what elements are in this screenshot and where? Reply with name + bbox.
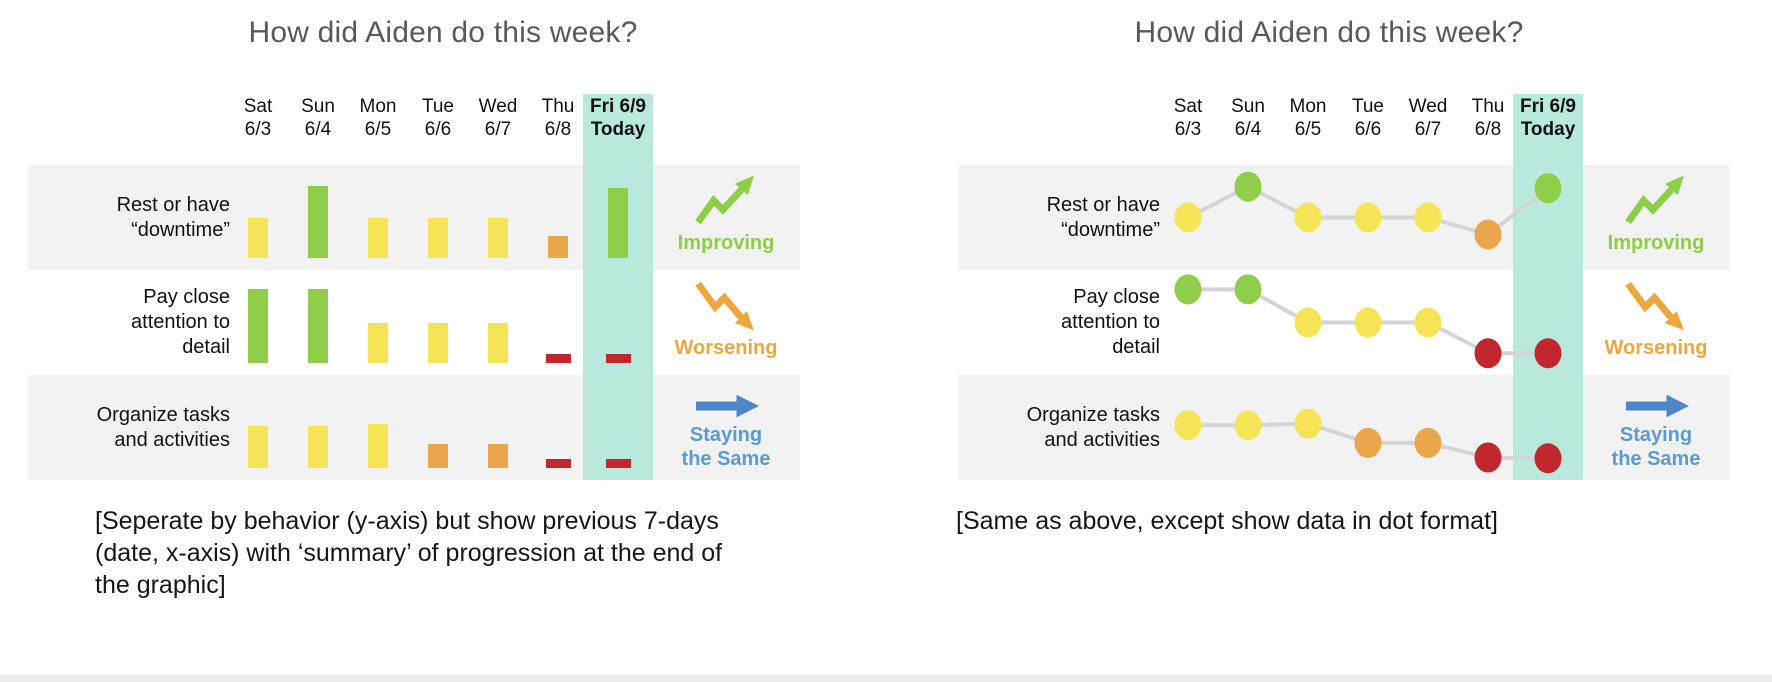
value-bar [428,218,448,258]
chart-caption: [Seperate by behavior (y-axis) but show … [95,507,723,599]
behavior-row-label: Organize tasks and activities [1026,404,1160,451]
value-bar [308,186,328,258]
day-date-label: 6/3 [1174,119,1202,140]
staying-the-same-trend-icon [1623,393,1689,424]
trend-label: Improving [677,232,775,254]
zigzag-down-arrow-icon [1625,281,1684,331]
day-date-label: 6/7 [484,119,512,140]
today-highlight-band [1513,94,1583,480]
day-column-label: Thu 6/8 [524,95,592,141]
value-bar [545,459,571,468]
value-bar [308,289,328,363]
day-column-label: Sun 6/4 [1214,95,1282,141]
value-bar [248,426,268,468]
day-date-label: 6/4 [1234,119,1262,140]
behavior-row-label: Pay close attention to detail [1061,286,1160,358]
day-column-label: Sun 6/4 [284,95,352,141]
day-name-label: Sun [301,96,335,117]
day-name-label: Sun [1231,96,1265,117]
worsening-trend-icon [695,280,757,339]
value-bar [308,426,328,468]
day-name-label: Wed [1408,96,1448,117]
value-bar [368,424,388,468]
day-column-label: Thu 6/8 [1454,95,1522,141]
day-name-label: Wed [478,96,518,117]
day-column-label: Fri 6/9 Today [584,95,652,141]
day-name-label: Fri 6/9 [590,96,646,117]
day-name-label: Mon [359,96,397,117]
right-arrow-icon [696,394,759,418]
value-bar [368,218,388,258]
behavior-row-label: Rest or have “downtime” [1046,194,1160,241]
bar-chart-panel: How did Aiden do this week? [Seperate by… [28,16,800,599]
trend-label: Staying the Same [681,424,771,470]
day-name-label: Thu [541,96,575,117]
staying-the-same-trend-icon [693,393,759,424]
value-bar [428,444,448,468]
day-date-label: 6/4 [304,119,332,140]
day-date-label: 6/6 [1354,119,1382,140]
zigzag-up-arrow-icon [1625,175,1684,225]
behavior-row-band [28,375,800,480]
trend-label: Improving [1607,232,1705,254]
window-bottom-edge [0,675,1772,682]
day-column-label: Sat 6/3 [224,95,292,141]
day-date-label: Today [590,119,646,140]
day-column-label: Wed 6/7 [1394,95,1462,141]
improving-trend-icon [1625,175,1687,234]
trend-label: Worsening [674,337,778,359]
day-column-label: Fri 6/9 Today [1514,95,1582,141]
day-name-label: Mon [1289,96,1327,117]
value-bar [488,444,508,468]
behavior-row-label: Rest or have “downtime” [116,194,230,241]
behavior-row-label: Organize tasks and activities [96,404,230,451]
worsening-trend-icon [1625,280,1687,339]
value-bar [548,236,568,258]
value-bar [488,218,508,258]
chart-title: How did Aiden do this week? [1134,16,1524,49]
day-column-label: Mon 6/5 [1274,95,1342,141]
day-date-label: 6/5 [1294,119,1322,140]
day-date-label: 6/6 [424,119,452,140]
zigzag-down-arrow-icon [695,281,754,331]
value-bar [368,323,388,363]
day-column-label: Tue 6/6 [1334,95,1402,141]
value-bar [488,323,508,363]
day-name-label: Tue [1351,96,1385,117]
dot-chart-panel: How did Aiden do this week? [Same as abo… [886,0,1772,682]
today-highlight-band [583,94,653,480]
behavior-row-band [28,165,800,270]
day-name-label: Tue [421,96,455,117]
value-bar [605,459,631,468]
day-column-label: Wed 6/7 [464,95,532,141]
day-column-label: Sat 6/3 [1154,95,1222,141]
day-date-label: 6/8 [1474,119,1502,140]
day-date-label: 6/7 [1414,119,1442,140]
behavior-row-label: Pay close attention to detail [131,286,230,358]
improving-trend-icon [695,175,757,234]
value-bar [605,354,631,363]
chart-caption: [Same as above, except show data in dot … [956,507,1498,535]
zigzag-up-arrow-icon [695,175,754,225]
day-column-label: Mon 6/5 [344,95,412,141]
trend-label: Worsening [1604,337,1708,359]
day-name-label: Thu [1471,96,1505,117]
value-bar [545,354,571,363]
value-bar [608,188,628,258]
right-arrow-icon [1626,394,1689,418]
chart-title: How did Aiden do this week? [248,16,638,49]
day-date-label: 6/3 [244,119,272,140]
day-date-label: 6/8 [544,119,572,140]
day-column-label: Tue 6/6 [404,95,472,141]
day-date-label: 6/5 [364,119,392,140]
trend-label: Staying the Same [1611,424,1701,470]
day-date-label: Today [1520,119,1576,140]
value-bar [248,289,268,363]
day-name-label: Sat [1173,96,1203,117]
value-bar [248,218,268,258]
day-name-label: Sat [243,96,273,117]
day-name-label: Fri 6/9 [1520,96,1576,117]
value-bar [428,323,448,363]
